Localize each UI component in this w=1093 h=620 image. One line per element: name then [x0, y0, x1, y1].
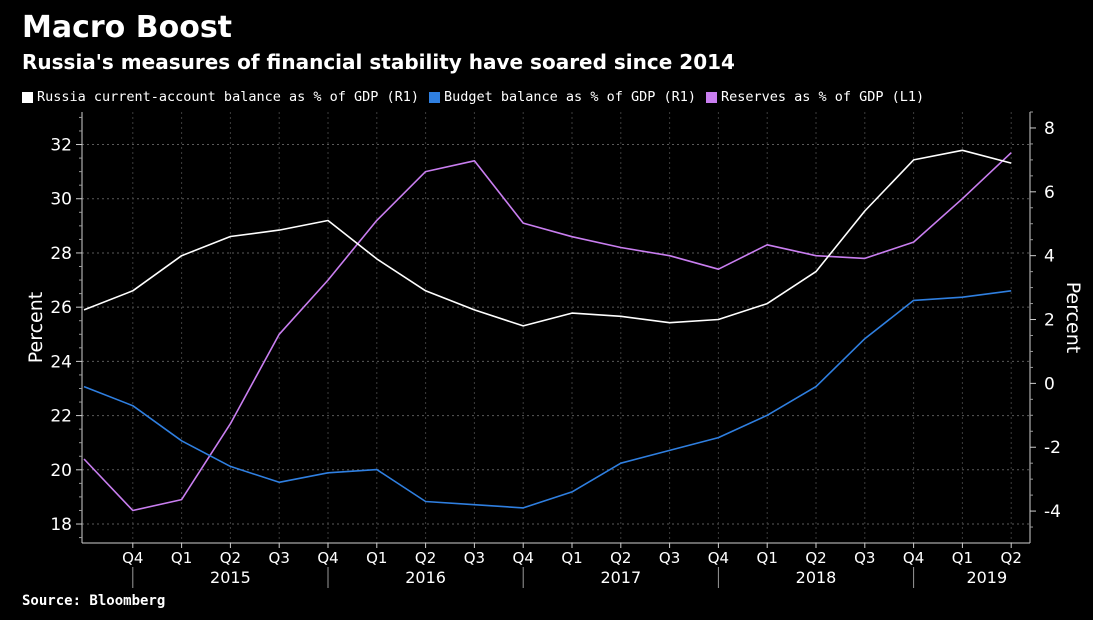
y-left-tick-label-5: 28	[50, 244, 72, 264]
x-year-label-2019: 2019	[966, 568, 1007, 587]
y-left-tick-label-6: 30	[50, 190, 72, 210]
y-left-tick-label-0: 18	[50, 515, 72, 535]
x-quarter-label-15: Q2	[805, 549, 826, 567]
source-note: Source: Bloomberg	[22, 593, 166, 609]
legend-swatch-budget-balance	[429, 91, 441, 103]
y-right-tick-label-0: -4	[1044, 502, 1061, 522]
x-quarter-label-11: Q2	[610, 549, 631, 567]
x-quarter-label-12: Q3	[659, 549, 680, 567]
x-quarter-label-3: Q2	[220, 549, 241, 567]
y-left-tick-label-2: 22	[50, 407, 72, 427]
y-right-tick-label-4: 4	[1044, 247, 1055, 267]
x-quarter-label-5: Q4	[317, 549, 338, 567]
x-quarter-label-9: Q4	[513, 549, 534, 567]
legend-item-reserves: Reserves as % of GDP (L1)	[705, 89, 925, 105]
x-year-label-2018: 2018	[796, 568, 837, 587]
y-left-tick-label-1: 20	[50, 461, 72, 481]
y-left-tick-label-4: 26	[50, 298, 72, 318]
y-right-tick-label-6: 8	[1044, 119, 1055, 139]
legend-item-budget-balance: Budget balance as % of GDP (R1)	[429, 89, 696, 105]
y-right-tick-label-3: 2	[1044, 311, 1055, 331]
x-quarter-label-19: Q2	[1001, 549, 1022, 567]
series-line-current-account	[83, 149, 1012, 327]
legend-label-current-account: Russia current-account balance as % of G…	[37, 89, 420, 105]
y-axis-right-title: Percent	[1062, 282, 1084, 354]
x-quarter-label-6: Q1	[366, 549, 387, 567]
series-line-budget-balance	[83, 290, 1012, 509]
x-quarter-label-14: Q1	[757, 549, 778, 567]
y-right-tick-label-2: 0	[1044, 374, 1055, 394]
x-quarter-label-16: Q3	[854, 549, 875, 567]
chart-title: Macro Boost	[22, 10, 233, 45]
x-year-label-2015: 2015	[210, 568, 251, 587]
legend-swatch-reserves	[705, 91, 717, 103]
y-axis-left-title: Percent	[25, 292, 47, 364]
y-left-tick-label-3: 24	[50, 352, 72, 372]
legend-label-reserves: Reserves as % of GDP (L1)	[720, 89, 925, 105]
y-right-tick-label-5: 6	[1044, 183, 1055, 203]
x-quarter-label-10: Q1	[561, 549, 582, 567]
y-left-tick-label-7: 32	[50, 136, 72, 156]
x-quarter-label-8: Q3	[464, 549, 485, 567]
chart-subtitle: Russia's measures of financial stability…	[22, 50, 735, 74]
series-line-reserves	[83, 152, 1012, 512]
x-quarter-label-18: Q1	[952, 549, 973, 567]
x-year-label-2016: 2016	[405, 568, 446, 587]
legend-swatch-current-account	[22, 91, 33, 103]
legend: Russia current-account balance as % of G…	[22, 89, 924, 105]
x-quarter-label-4: Q3	[269, 549, 290, 567]
x-year-label-2017: 2017	[600, 568, 641, 587]
x-quarter-label-1: Q4	[122, 549, 143, 567]
x-quarter-label-17: Q4	[903, 549, 924, 567]
legend-item-current-account: Russia current-account balance as % of G…	[22, 89, 419, 105]
x-quarter-label-7: Q2	[415, 549, 436, 567]
legend-label-budget-balance: Budget balance as % of GDP (R1)	[444, 89, 696, 105]
x-quarter-label-13: Q4	[708, 549, 729, 567]
x-quarter-label-2: Q1	[171, 549, 192, 567]
y-right-tick-label-1: -2	[1044, 438, 1061, 458]
